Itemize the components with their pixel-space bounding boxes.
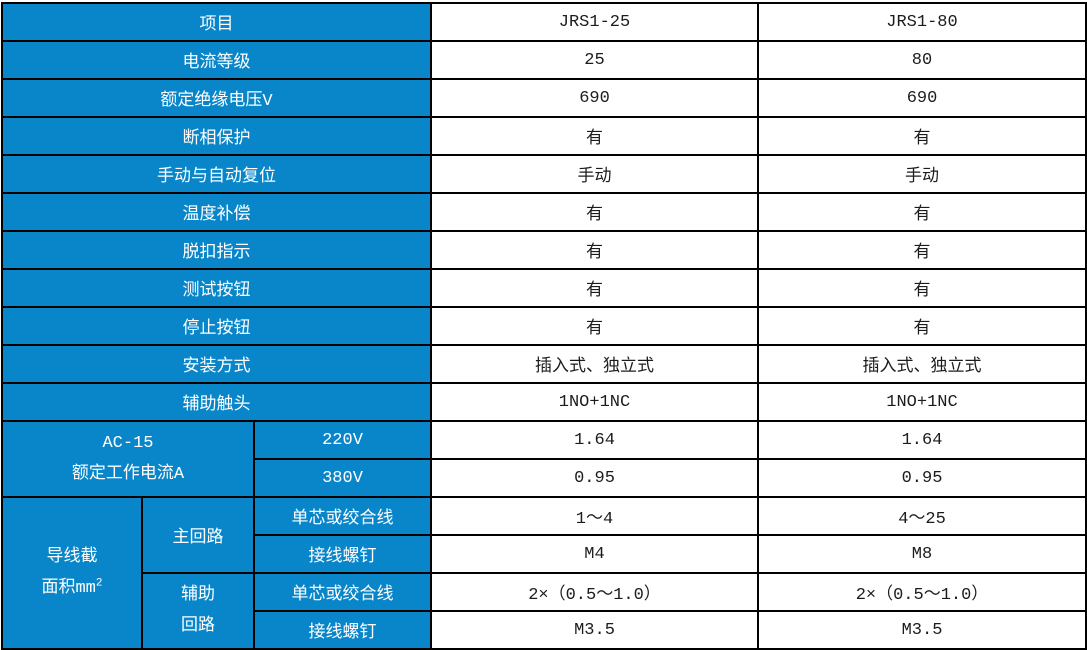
value-cell: 80 xyxy=(757,40,1087,80)
superscript-2: 2 xyxy=(95,577,103,590)
table-header-row: 项目 JRS1-25 JRS1-80 xyxy=(1,2,1087,42)
value-cell: 2×（0.5～1.0） xyxy=(757,572,1087,612)
value-cell: 0.95 xyxy=(430,458,759,498)
aux-circuit-label-cell: 辅助 回路 xyxy=(141,572,255,650)
header-col2-cell: JRS1-80 xyxy=(757,2,1087,42)
row-label-cell: 温度补偿 xyxy=(1,192,432,232)
conductor-label-line2: 面积mm2 xyxy=(41,577,103,598)
main-circuit-label-cell: 主回路 xyxy=(141,496,255,574)
table-row-main-wire: 导线截 面积mm2 主回路 单芯或绞合线 1～4 4～25 xyxy=(1,496,1087,650)
value-cell: 690 xyxy=(430,78,759,118)
row-label-cell: 辅助触头 xyxy=(1,382,432,422)
value-cell: 0.95 xyxy=(757,458,1087,498)
value-cell: M4 xyxy=(430,534,759,574)
value-cell: 有 xyxy=(757,192,1087,232)
aux-label-line1: 辅助 xyxy=(181,586,215,605)
ac15-label-line2: 额定工作电流A xyxy=(71,465,185,484)
value-cell: 手动 xyxy=(430,154,759,194)
value-cell: 插入式、独立式 xyxy=(430,344,759,384)
row-label-cell: 停止按钮 xyxy=(1,306,432,346)
header-col1-cell: JRS1-25 xyxy=(430,2,759,42)
header-label-cell: 项目 xyxy=(1,2,432,42)
table-row: 断相保护 有 有 xyxy=(1,116,1087,156)
value-cell: 有 xyxy=(430,230,759,270)
table-row: 停止按钮 有 有 xyxy=(1,306,1087,346)
value-cell: 有 xyxy=(757,268,1087,308)
value-cell: 4～25 xyxy=(757,496,1087,536)
table-row-ac15-380v: 380V 0.95 0.95 xyxy=(2,458,1087,498)
value-cell: 1.64 xyxy=(757,420,1087,460)
row-label-cell: 电流等级 xyxy=(1,40,432,80)
row-label-cell: 测试按钮 xyxy=(1,268,432,308)
subrow-label-cell: 220V xyxy=(253,420,432,460)
value-cell: 2×（0.5～1.0） xyxy=(430,572,759,612)
value-cell: M8 xyxy=(757,534,1087,574)
subrow-label-cell: 380V xyxy=(253,458,432,498)
table-row: 脱扣指示 有 有 xyxy=(1,230,1087,270)
value-cell: 25 xyxy=(430,40,759,80)
table-row: 测试按钮 有 有 xyxy=(1,268,1087,308)
table-row-aux-wire: 辅助 回路 单芯或绞合线 2×（0.5～1.0） 2×（0.5～1.0） xyxy=(2,572,1087,650)
value-cell: 有 xyxy=(430,268,759,308)
subrow-label-cell: 单芯或绞合线 xyxy=(253,496,432,536)
row-label-cell: 脱扣指示 xyxy=(1,230,432,270)
table-row: 额定绝缘电压V 690 690 xyxy=(1,78,1087,118)
value-cell: 有 xyxy=(430,192,759,232)
table-row: 温度补偿 有 有 xyxy=(1,192,1087,232)
subrow-label-cell: 单芯或绞合线 xyxy=(253,572,432,612)
value-cell: 有 xyxy=(757,230,1087,270)
value-cell: 插入式、独立式 xyxy=(757,344,1087,384)
row-label-cell: 断相保护 xyxy=(1,116,432,156)
table-row-ac15-220v: AC-15 额定工作电流A 220V 1.64 1.64 xyxy=(1,420,1087,498)
conductor-label-line1: 导线截 xyxy=(46,548,98,567)
value-cell: 1.64 xyxy=(430,420,759,460)
subrow-label-cell: 接线螺钉 xyxy=(253,534,432,574)
value-cell: 1～4 xyxy=(430,496,759,536)
row-label-cell: 手动与自动复位 xyxy=(1,154,432,194)
value-cell: 手动 xyxy=(757,154,1087,194)
aux-label-line2: 回路 xyxy=(181,617,215,636)
table-row: 安装方式 插入式、独立式 插入式、独立式 xyxy=(1,344,1087,384)
value-cell: 690 xyxy=(757,78,1087,118)
ac15-group-label-cell: AC-15 额定工作电流A xyxy=(1,420,255,498)
value-cell: 有 xyxy=(430,116,759,156)
conductor-group-label-cell: 导线截 面积mm2 xyxy=(1,496,143,650)
value-cell: 1NO+1NC xyxy=(430,382,759,422)
table-row: 电流等级 25 80 xyxy=(1,40,1087,80)
row-label-cell: 额定绝缘电压V xyxy=(1,78,432,118)
ac15-label-line1: AC-15 xyxy=(102,434,154,453)
table-row: 辅助触头 1NO+1NC 1NO+1NC xyxy=(1,382,1087,422)
value-cell: 有 xyxy=(430,306,759,346)
table-row-main-screw: 接线螺钉 M4 M8 xyxy=(2,534,1087,574)
value-cell: 有 xyxy=(757,116,1087,156)
table-row: 手动与自动复位 手动 手动 xyxy=(1,154,1087,194)
value-cell: 有 xyxy=(757,306,1087,346)
row-label-cell: 安装方式 xyxy=(1,344,432,384)
value-cell: 1NO+1NC xyxy=(757,382,1087,422)
